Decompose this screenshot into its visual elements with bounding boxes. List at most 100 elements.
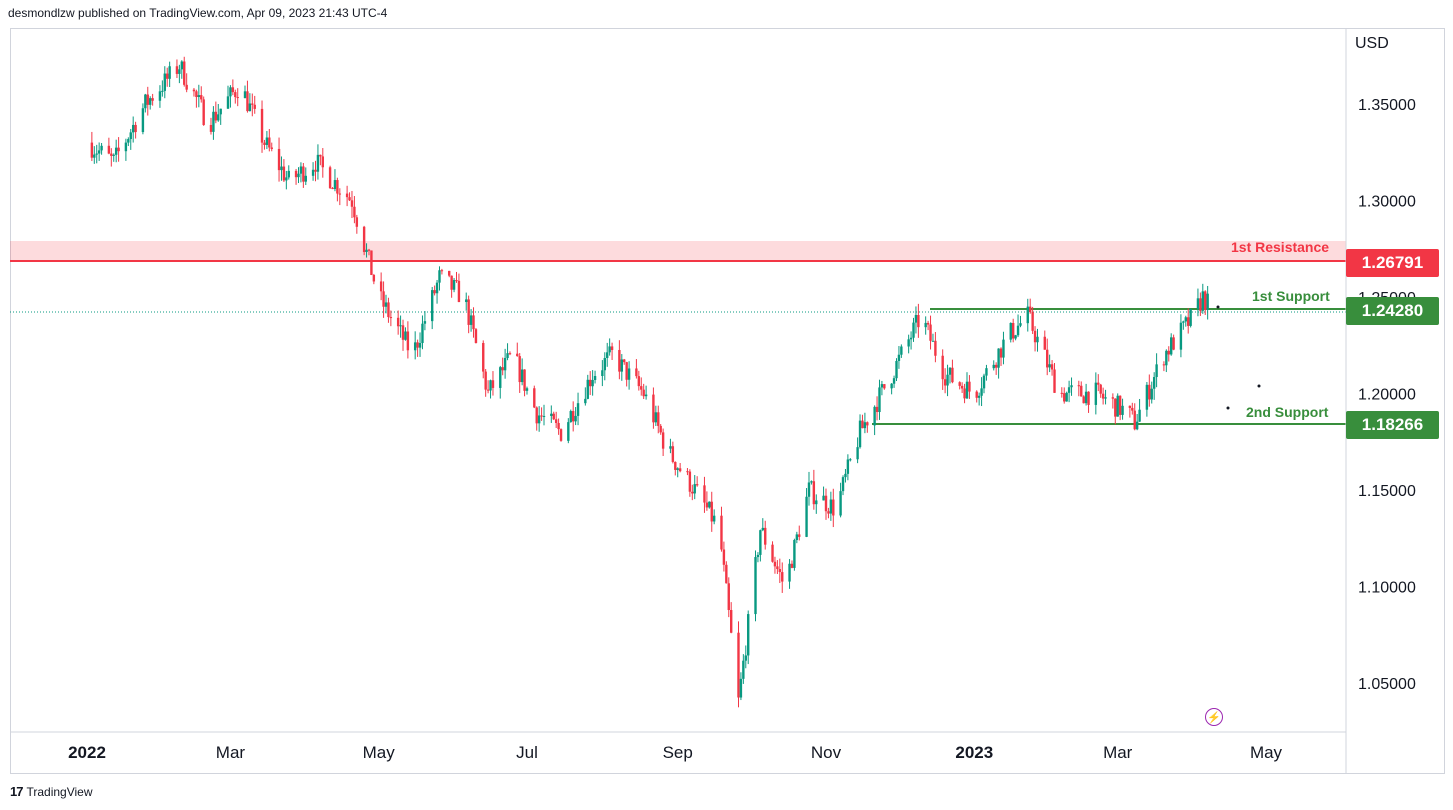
candle-body (849, 459, 852, 461)
candle-body (606, 352, 609, 359)
candle-body (1135, 421, 1139, 430)
candle-body (744, 655, 747, 661)
footer[interactable]: 17 TradingView (10, 784, 93, 799)
candle-body (183, 61, 186, 85)
candle-body (737, 632, 740, 698)
candle-body (1031, 312, 1034, 331)
candle-body (265, 137, 269, 145)
candle-body (593, 376, 597, 381)
candle-body (827, 511, 830, 514)
candle-body (117, 147, 120, 152)
candle-body (618, 349, 621, 372)
candle-body (1196, 298, 1200, 310)
candle-body (1162, 364, 1166, 366)
candle-body (1101, 393, 1105, 399)
candle-body (231, 87, 235, 93)
candle-body (1009, 322, 1012, 340)
candle-body (924, 322, 927, 328)
candle-body (396, 317, 400, 327)
candle-body (764, 527, 767, 545)
candle-body (895, 360, 898, 379)
candle-body (824, 495, 828, 512)
candle-body (890, 383, 893, 389)
candle-body (1121, 405, 1124, 415)
candle-body (100, 145, 103, 151)
candle-body (1116, 395, 1119, 417)
candle-body (472, 315, 475, 330)
candle-body (822, 495, 825, 501)
candle-body (1077, 385, 1081, 387)
candle-body (975, 391, 978, 398)
candle-body (846, 459, 850, 474)
candle-body (365, 249, 368, 252)
candle-body (525, 388, 529, 391)
candle-body (722, 549, 726, 565)
candle-body (491, 380, 495, 388)
candle-body (999, 348, 1003, 358)
candle-body (674, 461, 677, 470)
candle-body (557, 422, 560, 430)
candle-body (112, 154, 115, 156)
candle-body (878, 387, 881, 413)
candle-body (958, 382, 961, 386)
candle-body (229, 87, 232, 97)
candle-body (285, 177, 288, 181)
footer-brand: TradingView (26, 784, 93, 799)
candle-body (1128, 405, 1132, 408)
candle-body (168, 66, 171, 79)
candle-body (97, 150, 101, 154)
candle-body (535, 407, 538, 424)
candle-body (729, 610, 733, 633)
candle-body (1002, 339, 1005, 358)
chart-frame[interactable] (10, 28, 1445, 774)
candle-body (384, 302, 388, 307)
candle-body (960, 385, 964, 389)
candle-body (486, 389, 490, 391)
candle-body (567, 422, 570, 441)
candle-body (185, 84, 188, 90)
candle-body (314, 169, 317, 172)
candle-body (914, 314, 918, 323)
candle-body (197, 95, 201, 98)
x-tick-label: Mar (1103, 743, 1133, 762)
candle-body (435, 282, 439, 294)
publish-info: desmondlzw published on TradingView.com,… (8, 6, 388, 20)
lightning-icon[interactable]: ⚡ (1205, 708, 1223, 726)
candle-body (1053, 369, 1056, 393)
candle-body (448, 270, 451, 276)
candle-body (166, 73, 169, 79)
candle-body (192, 89, 196, 92)
candle-body (209, 124, 213, 132)
candle-body (997, 348, 1000, 368)
candle-body (742, 660, 745, 679)
candle-body (550, 413, 553, 416)
candle-body (127, 139, 130, 143)
candle-body (943, 379, 947, 386)
candle-body (353, 206, 356, 218)
candle-body (858, 420, 862, 448)
candle-body (589, 379, 592, 387)
candle-body (90, 142, 94, 158)
candle-body (484, 371, 487, 390)
candle-body (610, 346, 614, 350)
candle-body (516, 353, 519, 357)
candle-body (897, 354, 901, 361)
candle-body (1148, 384, 1151, 400)
candle-body (287, 170, 290, 178)
candle-body (452, 280, 456, 290)
candle-body (644, 394, 648, 397)
x-tick-label: Nov (811, 743, 842, 762)
candle-body (1150, 388, 1153, 400)
candle-body (776, 566, 779, 570)
candle-body (1104, 397, 1107, 399)
candle-body (1199, 298, 1202, 311)
candle-body (873, 406, 876, 426)
candle-body (175, 66, 179, 74)
y-tick-label: 1.20000 (1358, 387, 1416, 404)
candle-body (503, 357, 507, 371)
candle-body (571, 411, 575, 422)
candle-body (151, 98, 154, 101)
candle-body (1097, 382, 1100, 385)
candle-body (158, 91, 162, 101)
